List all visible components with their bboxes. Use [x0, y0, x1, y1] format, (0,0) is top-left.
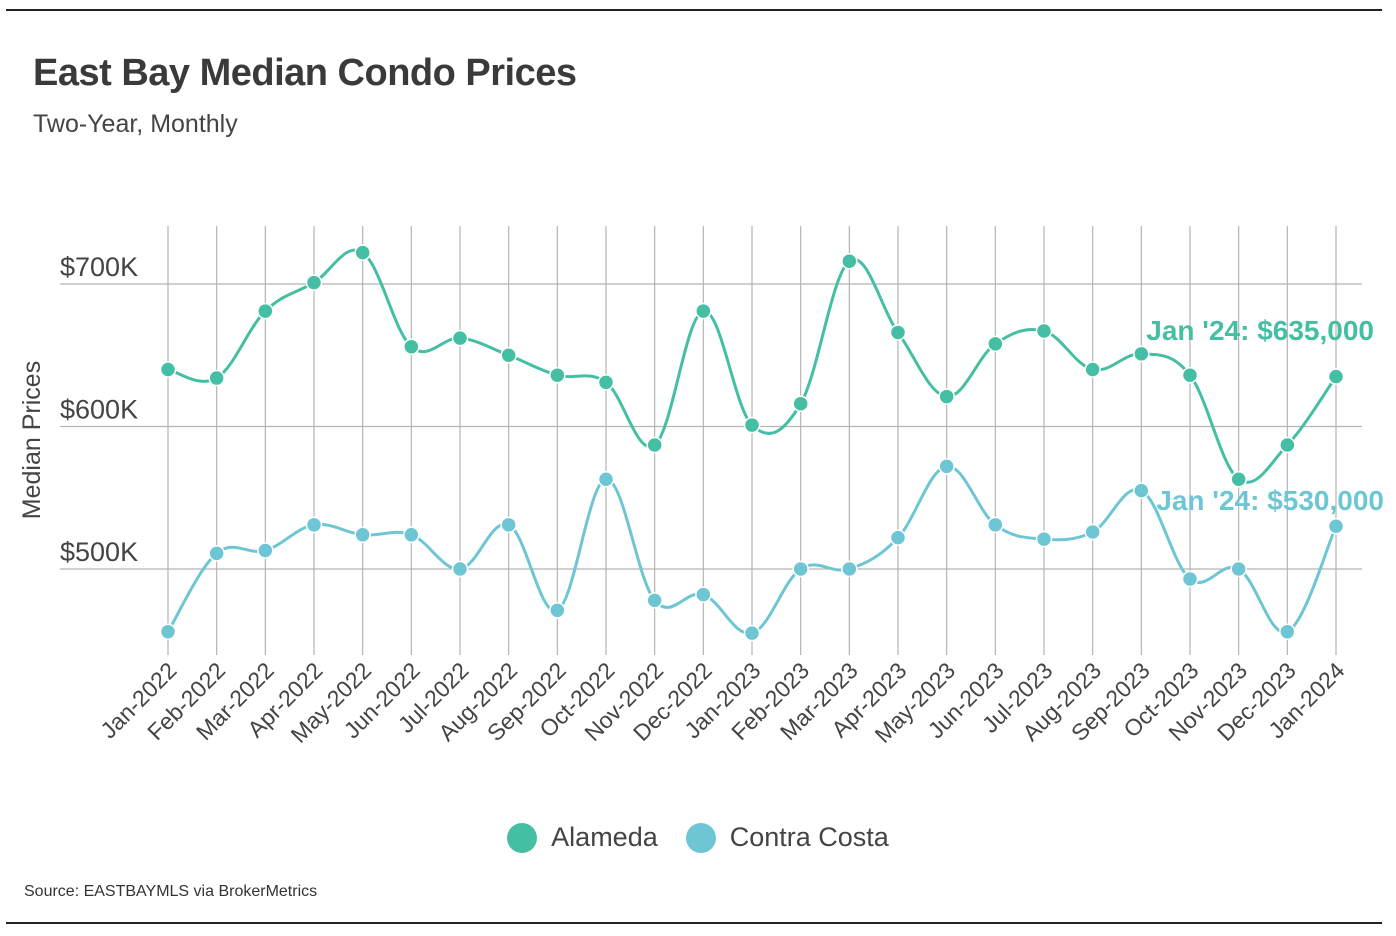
point-contra-costa-Sep-2023[interactable]	[1133, 482, 1150, 499]
point-alameda-Dec-2023[interactable]	[1279, 436, 1296, 454]
point-contra-costa-Jan-2023[interactable]	[743, 624, 761, 642]
point-contra-costa-Feb-2023[interactable]	[792, 560, 809, 578]
point-alameda-Dec-2022[interactable]	[695, 302, 712, 320]
point-contra-costa-Feb-2022[interactable]	[208, 545, 225, 562]
end-label-contra-costa: Jan '24: $530,000	[1156, 485, 1384, 516]
source-note: Source: EASTBAYMLS via BrokerMetrics	[24, 883, 318, 900]
point-contra-costa-Jun-2023[interactable]	[987, 516, 1004, 534]
legend-label-contra-costa: Contra Costa	[729, 822, 889, 852]
point-alameda-Feb-2022[interactable]	[208, 369, 225, 387]
point-alameda-Apr-2022[interactable]	[305, 274, 323, 291]
point-contra-costa-Dec-2022[interactable]	[695, 586, 712, 603]
point-alameda-Mar-2023[interactable]	[841, 252, 858, 270]
point-contra-costa-Aug-2022[interactable]	[500, 516, 517, 534]
y-tick-label: $500K	[60, 537, 138, 567]
point-alameda-Apr-2023[interactable]	[889, 324, 907, 341]
vertical-gridlines	[167, 226, 1337, 655]
point-contra-costa-May-2023[interactable]	[938, 458, 955, 475]
y-tick-label: $600K	[60, 395, 138, 425]
chart-title: East Bay Median Condo Prices	[33, 52, 577, 94]
point-alameda-Jul-2023[interactable]	[1035, 322, 1053, 340]
point-alameda-Oct-2023[interactable]	[1181, 366, 1199, 384]
series-points	[159, 244, 1345, 642]
point-contra-costa-Oct-2023[interactable]	[1181, 570, 1199, 588]
legend-item-alameda[interactable]: Alameda	[507, 822, 658, 853]
x-axis-tick-labels: Jan-2022Feb-2022Mar-2022Apr-2022May-2022…	[95, 657, 1349, 748]
legend-item-contra-costa[interactable]: Contra Costa	[685, 822, 889, 853]
point-contra-costa-Sep-2022[interactable]	[549, 602, 566, 619]
point-contra-costa-Apr-2022[interactable]	[305, 516, 323, 534]
point-alameda-Jan-2022[interactable]	[159, 361, 177, 378]
point-alameda-Nov-2023[interactable]	[1230, 470, 1247, 488]
top-rule	[6, 9, 1382, 11]
end-label-alameda: Jan '24: $635,000	[1146, 315, 1374, 346]
point-alameda-Oct-2022[interactable]	[597, 374, 615, 391]
point-contra-costa-Nov-2023[interactable]	[1230, 560, 1247, 578]
legend-label-alameda: Alameda	[551, 822, 658, 852]
point-alameda-Sep-2023[interactable]	[1133, 345, 1150, 363]
point-alameda-Jun-2022[interactable]	[403, 338, 420, 355]
point-contra-costa-May-2022[interactable]	[354, 526, 371, 544]
point-alameda-Aug-2022[interactable]	[500, 347, 517, 364]
point-contra-costa-Apr-2023[interactable]	[889, 529, 907, 546]
point-alameda-Jan-2023[interactable]	[743, 416, 761, 434]
legend-swatch-contra-costa	[685, 822, 716, 853]
y-axis-title: Median Prices	[18, 361, 46, 519]
point-contra-costa-Jul-2022[interactable]	[451, 560, 469, 578]
chart-subtitle: Two-Year, Monthly	[33, 110, 238, 138]
point-contra-costa-Jul-2023[interactable]	[1035, 530, 1053, 548]
point-contra-costa-Mar-2023[interactable]	[841, 560, 858, 578]
legend: Alameda Contra Costa	[0, 822, 1396, 853]
point-contra-costa-Jan-2024[interactable]	[1327, 518, 1345, 535]
point-contra-costa-Jun-2022[interactable]	[403, 526, 420, 544]
point-alameda-Jan-2024[interactable]	[1327, 368, 1345, 385]
point-alameda-Jul-2022[interactable]	[451, 329, 469, 347]
bottom-rule	[6, 922, 1382, 924]
y-axis-tick-labels: $500K $600K $700K	[60, 252, 138, 567]
point-alameda-Jun-2023[interactable]	[987, 335, 1004, 353]
y-tick-label: $700K	[60, 252, 138, 282]
point-alameda-Aug-2023[interactable]	[1084, 361, 1101, 378]
point-contra-costa-Nov-2022[interactable]	[646, 592, 663, 609]
point-alameda-Nov-2022[interactable]	[646, 436, 663, 454]
legend-swatch-alameda	[507, 822, 538, 853]
point-alameda-May-2023[interactable]	[938, 388, 955, 405]
point-alameda-May-2022[interactable]	[354, 244, 371, 261]
point-contra-costa-Jan-2022[interactable]	[159, 623, 177, 640]
point-contra-costa-Aug-2023[interactable]	[1084, 523, 1101, 541]
point-contra-costa-Mar-2022[interactable]	[257, 542, 274, 559]
point-contra-costa-Dec-2023[interactable]	[1279, 623, 1296, 640]
point-contra-costa-Oct-2022[interactable]	[597, 470, 615, 488]
end-labels: Jan '24: $635,000 Jan '24: $530,000	[1146, 315, 1384, 516]
point-alameda-Feb-2023[interactable]	[792, 395, 809, 412]
horizontal-gridlines	[60, 283, 1362, 570]
point-alameda-Mar-2022[interactable]	[257, 302, 274, 320]
point-alameda-Sep-2022[interactable]	[549, 366, 566, 384]
